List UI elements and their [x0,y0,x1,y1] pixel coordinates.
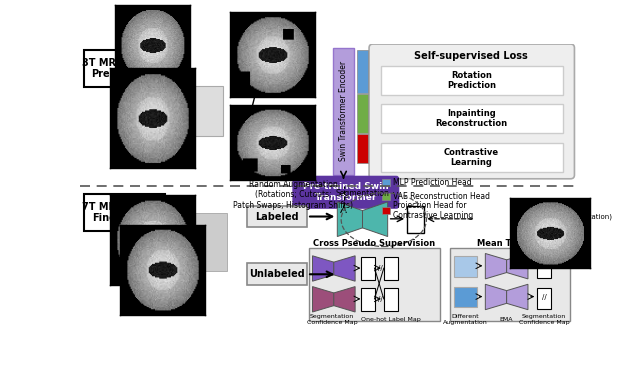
Text: Pre-trained Swin
Transformer: Pre-trained Swin Transformer [303,182,388,201]
Text: Different
Augmentation: Different Augmentation [443,314,488,325]
FancyBboxPatch shape [292,176,399,209]
Bar [381,104,563,133]
Text: Mean Teacher: Mean Teacher [477,239,542,248]
Bar [333,48,355,175]
Text: One-hot Label Map: One-hot Label Map [361,317,420,322]
Bar [382,179,390,186]
Polygon shape [485,254,507,279]
Bar [246,206,307,227]
Text: EMA: EMA [499,317,513,322]
Text: Segmentation
Confidence Map: Segmentation Confidence Map [307,314,357,325]
Polygon shape [312,287,334,312]
Text: Rotation
Prediction: Rotation Prediction [447,70,496,90]
Bar [454,287,477,308]
Bar [537,288,551,309]
Bar [180,86,223,137]
Polygon shape [337,202,362,237]
Bar [308,248,440,321]
Polygon shape [334,256,355,281]
Text: Unlabeled: Unlabeled [249,269,305,279]
Bar [407,206,424,233]
Text: Projection Head for
Contrastive Learning: Projection Head for Contrastive Learning [393,201,474,220]
Text: 7T MRI (Target)
Fine-tuning: 7T MRI (Target) Fine-tuning [82,202,166,224]
Text: Random Augmentation
(Rotations; Cutouts;
Patch Swaps; Histogram Shifts): Random Augmentation (Rotations; Cutouts;… [233,180,353,210]
Bar [450,248,570,321]
Bar [358,134,368,163]
Bar [384,257,397,280]
Text: VAE Reconstruction Head: VAE Reconstruction Head [393,192,490,201]
Text: Self-supervised Loss: Self-supervised Loss [415,51,528,61]
Bar [358,94,368,132]
Text: •: • [241,155,244,161]
Bar [537,257,551,278]
Text: Swin Transformer Encoder: Swin Transformer Encoder [339,61,348,161]
Bar [84,194,165,231]
Bar [381,143,563,172]
Text: //: // [378,265,383,271]
Text: •: • [241,147,244,153]
Bar [454,256,477,277]
Text: Segmentation
Confidence Map: Segmentation Confidence Map [519,314,570,325]
Polygon shape [312,256,334,281]
Bar [360,257,374,280]
Polygon shape [507,254,528,279]
Text: •: • [241,139,244,146]
Text: MLP Prediction Head: MLP Prediction Head [393,178,472,187]
Text: //: // [378,296,383,302]
Bar [246,264,307,285]
Text: Contrastive
Learning: Contrastive Learning [444,148,499,167]
Text: Cross Pseudo Supervision: Cross Pseudo Supervision [314,239,436,248]
Text: Inpainting
Reconstruction: Inpainting Reconstruction [435,109,508,128]
Text: Segmentation: Segmentation [336,189,390,198]
Bar [358,50,368,92]
Text: //: // [542,294,547,299]
Bar [84,50,165,87]
Polygon shape [362,202,388,237]
Bar [360,288,374,311]
Text: Ground Truth
(Expert Annotation): Ground Truth (Expert Annotation) [543,207,612,220]
Text: Labeled: Labeled [255,211,299,222]
Bar [382,207,390,214]
FancyBboxPatch shape [369,44,575,179]
Polygon shape [507,284,528,310]
Polygon shape [485,284,507,310]
Bar [177,214,227,271]
Bar [384,288,397,311]
Bar [381,66,563,95]
Bar [382,193,390,200]
Text: 3T MRI (Public)
Pre-training: 3T MRI (Public) Pre-training [82,58,166,80]
Polygon shape [334,287,355,312]
